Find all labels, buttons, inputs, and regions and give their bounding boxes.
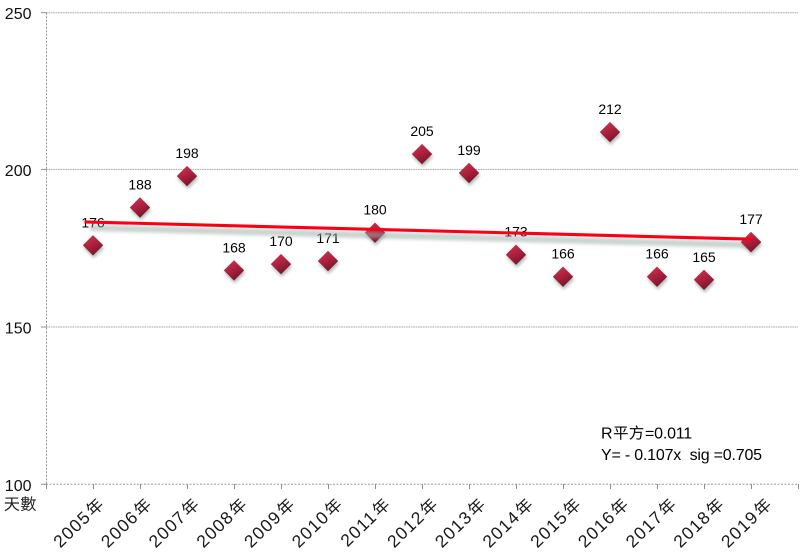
svg-text:199: 199: [457, 142, 481, 158]
svg-text:198: 198: [175, 145, 199, 161]
svg-text:166: 166: [645, 246, 669, 262]
svg-text:2006: 2006: [97, 506, 143, 551]
svg-text:212: 212: [598, 101, 622, 117]
svg-text:205: 205: [410, 123, 434, 139]
svg-text:200: 200: [5, 163, 32, 180]
svg-text:170: 170: [269, 233, 293, 249]
svg-text:2005: 2005: [49, 506, 95, 551]
svg-text:2017: 2017: [622, 506, 668, 551]
svg-text:2010: 2010: [288, 506, 334, 551]
svg-text:2015: 2015: [526, 506, 572, 551]
svg-text:2011: 2011: [336, 506, 381, 550]
svg-text:165: 165: [692, 249, 716, 265]
svg-text:177: 177: [739, 211, 763, 227]
svg-text:2016: 2016: [574, 506, 620, 551]
svg-text:Y= - 0.107x sig =0.705: Y= - 0.107x sig =0.705: [601, 447, 762, 464]
svg-text:166: 166: [551, 246, 575, 262]
svg-text:2012: 2012: [383, 506, 429, 551]
svg-text:2009: 2009: [240, 506, 286, 551]
svg-text:188: 188: [128, 177, 152, 193]
svg-text:2014: 2014: [479, 506, 525, 551]
svg-text:168: 168: [222, 239, 246, 255]
svg-text:100: 100: [5, 478, 32, 495]
svg-text:150: 150: [5, 321, 32, 338]
svg-text:2013: 2013: [431, 506, 477, 551]
svg-text:180: 180: [363, 202, 387, 218]
svg-text:=0.011: =0.011: [645, 426, 692, 443]
svg-text:2019: 2019: [717, 506, 763, 551]
svg-text:R: R: [601, 426, 612, 443]
svg-text:2008: 2008: [192, 506, 238, 551]
svg-text:2018: 2018: [669, 506, 715, 551]
svg-text:2007: 2007: [145, 506, 191, 551]
svg-text:250: 250: [5, 6, 32, 23]
